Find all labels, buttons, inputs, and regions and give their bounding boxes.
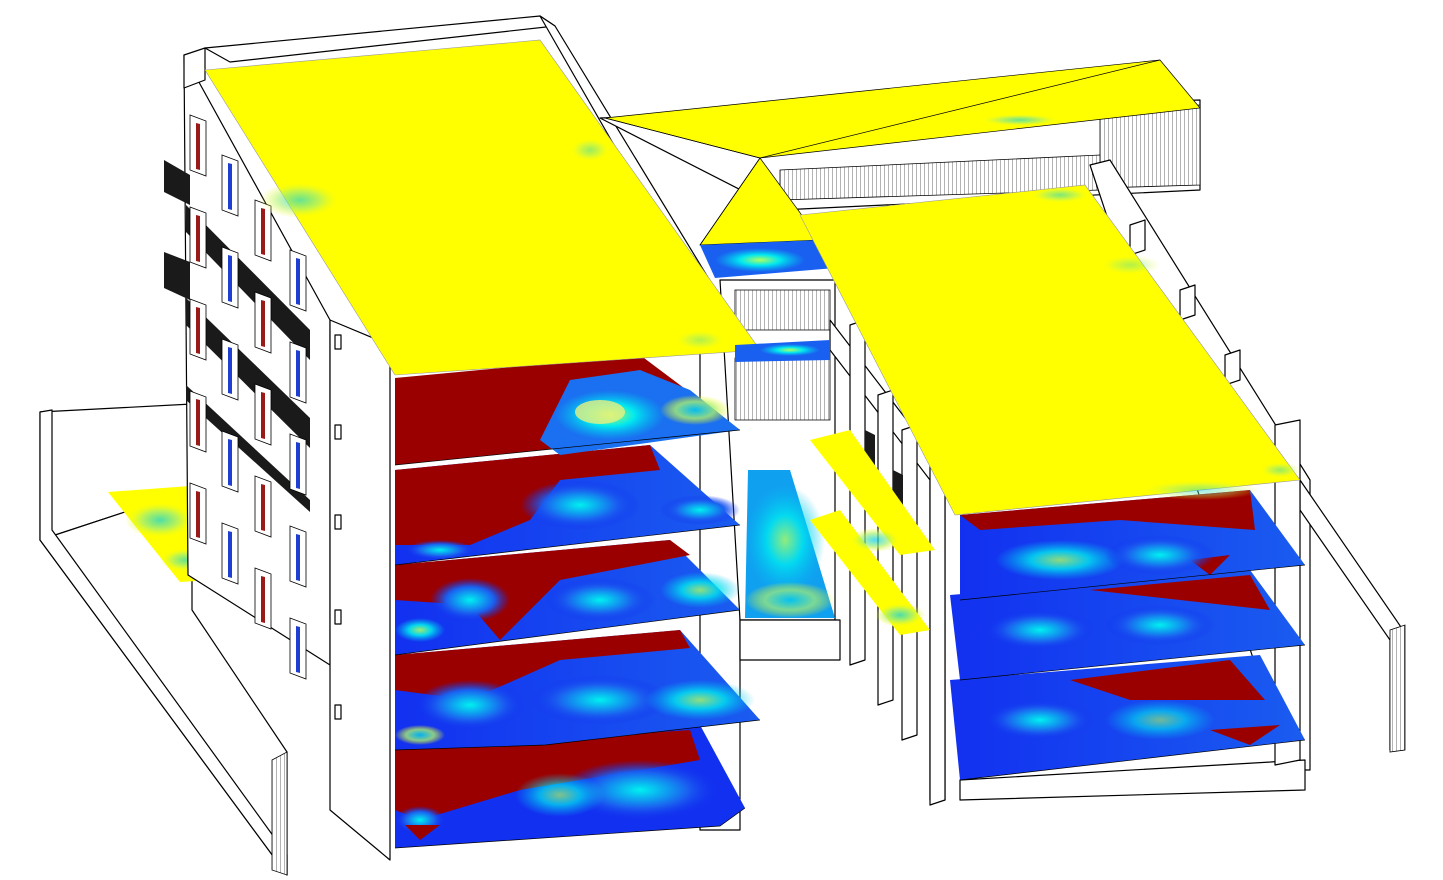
left-floor-4: [394, 445, 741, 566]
right-floor-2: [950, 570, 1306, 681]
window-pane: [296, 350, 300, 397]
window-pane: [296, 442, 300, 489]
window-pane: [261, 208, 265, 255]
right-floor-3: [959, 490, 1306, 601]
middle-roof: [604, 59, 1201, 278]
window-pane: [228, 255, 232, 302]
left-floor-3: [394, 540, 741, 656]
middle-link: [599, 99, 1201, 661]
left-floor-1: [394, 725, 746, 849]
window-pane: [196, 123, 200, 170]
link-slab: [735, 340, 830, 362]
window-pane: [228, 531, 232, 578]
window-pane: [261, 576, 265, 623]
left-tower-windows: [189, 114, 307, 680]
window-pane: [196, 307, 200, 354]
left-floor-5: [394, 355, 741, 466]
window-pane: [296, 626, 300, 673]
right-roof: [799, 184, 1301, 516]
right-balcony-slabs: [810, 430, 935, 635]
window-pane: [296, 258, 300, 305]
left-roof: [204, 39, 761, 376]
window-pane: [228, 347, 232, 394]
window-pane: [261, 484, 265, 531]
right-floor-1: [950, 655, 1306, 781]
left-floor-2: [394, 630, 761, 751]
window-pane: [196, 399, 200, 446]
left-annex: [39, 403, 288, 876]
window-pane: [296, 534, 300, 581]
window-pane: [228, 439, 232, 486]
window-pane: [196, 215, 200, 262]
window-pane: [261, 392, 265, 439]
window-pane: [261, 300, 265, 347]
window-pane: [196, 491, 200, 538]
window-pane: [228, 163, 232, 210]
left-tower-side-openings: [334, 334, 342, 720]
left-tower-west-facade: [164, 47, 391, 861]
